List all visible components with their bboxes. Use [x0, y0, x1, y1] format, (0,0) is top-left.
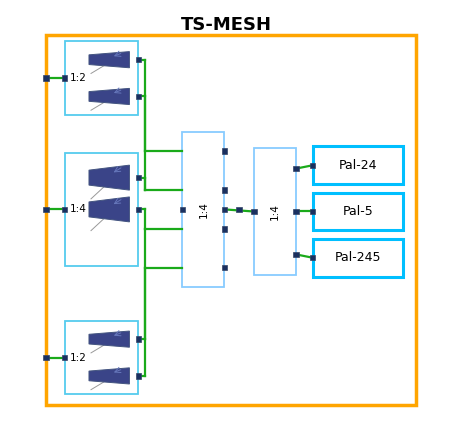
Bar — [236, 207, 242, 212]
Bar — [43, 207, 48, 212]
Polygon shape — [89, 52, 130, 68]
Text: Pal-5: Pal-5 — [342, 205, 373, 218]
Bar — [180, 207, 185, 212]
Bar — [43, 75, 48, 81]
Bar — [62, 355, 67, 360]
Bar — [135, 175, 141, 180]
Bar — [313, 239, 403, 277]
Bar — [313, 192, 403, 231]
Bar — [46, 35, 415, 405]
Bar — [183, 132, 224, 287]
Bar — [310, 255, 315, 261]
Bar — [62, 75, 67, 81]
Bar — [135, 336, 141, 342]
Bar — [310, 209, 315, 214]
Text: Pal-245: Pal-245 — [335, 251, 381, 264]
Polygon shape — [89, 88, 130, 104]
Bar — [254, 148, 296, 275]
Bar — [65, 153, 138, 266]
Bar — [135, 373, 141, 379]
Polygon shape — [89, 165, 130, 190]
Bar — [222, 265, 227, 270]
Text: Pal-24: Pal-24 — [338, 159, 377, 172]
Bar — [43, 355, 48, 360]
Bar — [313, 146, 403, 184]
Text: 1:4: 1:4 — [70, 204, 87, 214]
Polygon shape — [89, 368, 130, 384]
Bar — [222, 148, 227, 154]
Bar — [135, 94, 141, 99]
Bar — [310, 162, 315, 168]
Text: 1:2: 1:2 — [70, 73, 87, 83]
Bar — [135, 207, 141, 212]
Bar — [65, 41, 138, 115]
Text: 1:4: 1:4 — [198, 201, 208, 218]
Bar — [251, 209, 256, 214]
Text: 1:4: 1:4 — [270, 203, 280, 220]
Bar — [293, 166, 299, 171]
Text: TS-MESH: TS-MESH — [181, 16, 272, 34]
Bar — [62, 207, 67, 212]
Polygon shape — [89, 197, 130, 222]
Bar — [293, 252, 299, 257]
Bar — [65, 321, 138, 394]
Bar — [222, 226, 227, 231]
Text: 1:2: 1:2 — [70, 352, 87, 363]
Polygon shape — [89, 331, 130, 347]
Bar — [135, 57, 141, 63]
Bar — [222, 207, 227, 212]
Bar — [222, 187, 227, 193]
Bar — [293, 209, 299, 214]
